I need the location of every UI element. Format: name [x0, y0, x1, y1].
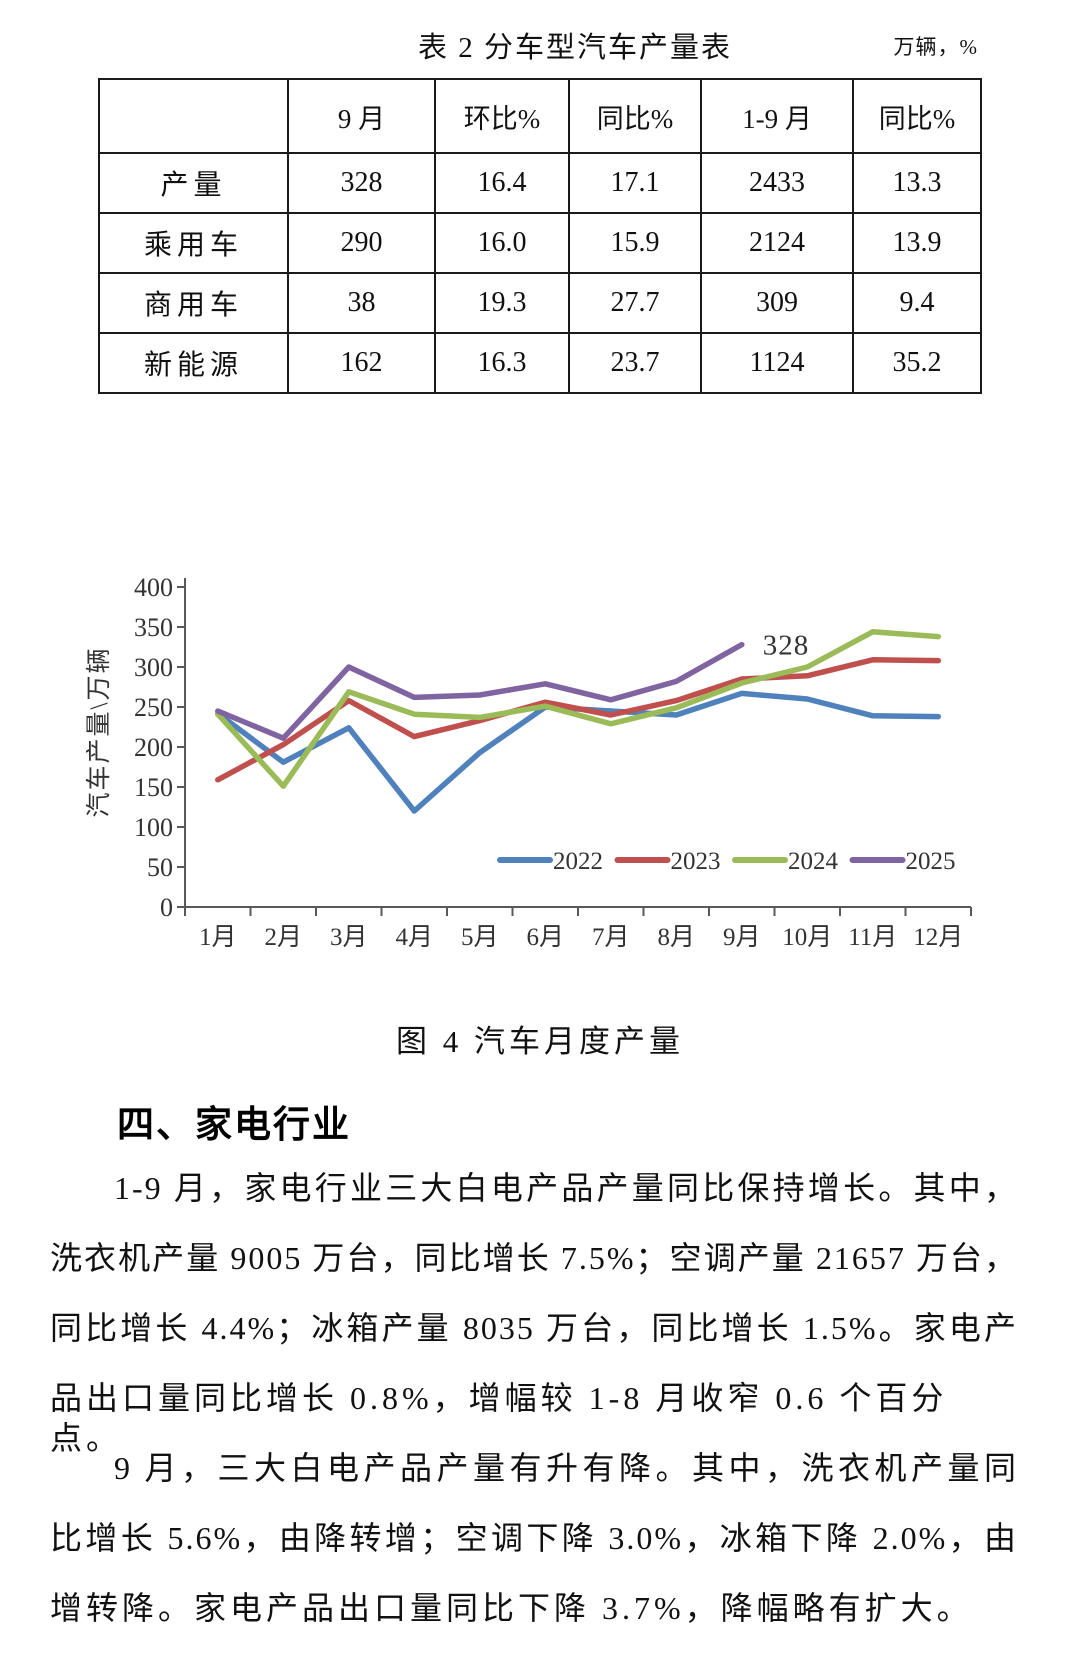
- body-line: 品出口量同比增长 0.8%，增幅较 1-8 月收窄 0.6 个百分点。: [50, 1380, 948, 1456]
- table-row: 产量 328 16.4 17.1 2433 13.3: [98, 152, 982, 214]
- column-header: 1-9 月: [700, 78, 854, 154]
- series-line-2025: [215, 641, 745, 741]
- y-axis-title: 汽车产量\万辆: [85, 647, 113, 818]
- y-tick-label: 150: [134, 773, 173, 802]
- series-line-2023: [215, 657, 942, 783]
- table-cell: 162: [287, 332, 436, 394]
- column-header: 环比%: [434, 78, 570, 154]
- table-cell: 35.2: [852, 332, 982, 394]
- legend-label-2024: 2024: [788, 848, 839, 875]
- table-cell: 19.3: [434, 272, 570, 334]
- y-tick-label: 350: [134, 613, 173, 642]
- table-body: 产量 328 16.4 17.1 2433 13.3 乘用车 290 16.0 15.9 2124 1…: [98, 152, 982, 394]
- table-cell: 16.3: [434, 332, 570, 394]
- table-cell: 1124: [700, 332, 854, 394]
- table-cell: 290: [287, 212, 436, 274]
- body-line: 1-9 月，家电行业三大白电产品产量同比保持增长。其中，: [114, 1170, 1018, 1206]
- body-line: 增转降。家电产品出口量同比下降 3.7%，降幅略有扩大。: [50, 1590, 973, 1626]
- table-row: 新能源 162 16.3 23.7 1124 35.2: [98, 332, 982, 394]
- data-label-annotation: 328: [763, 630, 810, 662]
- row-label: 乘用车: [98, 212, 289, 274]
- table-cell: 309: [700, 272, 854, 334]
- y-tick-label: 50: [147, 853, 173, 882]
- x-tick-label: 5月: [461, 924, 499, 951]
- row-label: 新能源: [98, 332, 289, 394]
- column-header: 同比%: [852, 78, 982, 154]
- series-line-2024: [215, 629, 942, 789]
- table-cell: 38: [287, 272, 436, 334]
- y-tick-label: 200: [134, 733, 173, 762]
- legend-label-2023: 2023: [671, 848, 721, 875]
- x-tick-label: 2月: [264, 924, 302, 951]
- table-cell: 23.7: [568, 332, 702, 394]
- y-tick-label: 400: [134, 573, 173, 602]
- table-header-row: 9 月环比% 同比% 1-9 月同比%: [98, 78, 982, 154]
- body-line: 洗衣机产量 9005 万台，同比增长 7.5%；空调产量 21657 万台，: [50, 1240, 1018, 1276]
- x-tick-label: 8月: [657, 924, 695, 951]
- legend-label-2025: 2025: [906, 848, 956, 875]
- table-title: 表 2 分车型汽车产量表: [417, 32, 732, 64]
- table-cell: 328: [287, 152, 436, 214]
- column-header: 9 月: [287, 78, 436, 154]
- body-line: 比增长 5.6%，由降转增；空调下降 3.0%，冰箱下降 2.0%，由: [50, 1520, 1018, 1556]
- y-tick-label: 300: [134, 653, 173, 682]
- figure-caption: 图 4 汽车月度产量: [396, 1024, 684, 1059]
- table-cell: 9.4: [852, 272, 982, 334]
- row-label: 商用车: [98, 272, 289, 334]
- y-tick-label: 0: [160, 893, 173, 922]
- table-cell: 16.4: [434, 152, 570, 214]
- table-cell: 27.7: [568, 272, 702, 334]
- vehicle-production-table: 9 月环比% 同比% 1-9 月同比% 产量 328 16.4 17.1 2433 13.3 乘…: [98, 78, 982, 394]
- table-cell: 13.9: [852, 212, 982, 274]
- column-header: [98, 78, 289, 154]
- x-tick-label: 4月: [395, 924, 433, 951]
- section-heading: 四、家电行业: [117, 1104, 351, 1145]
- row-label: 产量: [98, 152, 289, 214]
- x-tick-label: 3月: [330, 924, 368, 951]
- table-row: 商用车 38 19.3 27.7 309 9.4: [98, 272, 982, 334]
- y-tick-label: 100: [134, 813, 173, 842]
- table-unit-label: 万辆，%: [893, 35, 978, 59]
- y-tick-label: 250: [134, 693, 173, 722]
- table-header: 9 月环比% 同比% 1-9 月同比%: [98, 78, 982, 154]
- table-cell: 15.9: [568, 212, 702, 274]
- monthly-production-chart: 0 50 100 150 200 250 300 350 400 1月 2月 3月 4月 5月 6月 7月 8月…: [85, 573, 972, 951]
- table-cell: 13.3: [852, 152, 982, 214]
- table-cell: 16.0: [434, 212, 570, 274]
- body-line: 同比增长 4.4%；冰箱产量 8035 万台，同比增长 1.5%。家电产: [50, 1310, 1018, 1346]
- table-row: 乘用车 290 16.0 15.9 2124 13.9: [98, 212, 982, 274]
- table-cell: 2433: [700, 152, 854, 214]
- x-tick-label: 6月: [526, 924, 564, 951]
- column-header: 同比%: [568, 78, 702, 154]
- x-tick-label: 10月: [782, 924, 832, 951]
- table-cell: 17.1: [568, 152, 702, 214]
- x-tick-label: 9月: [723, 924, 761, 951]
- x-tick-label: 7月: [592, 924, 630, 951]
- legend-label-2022: 2022: [553, 848, 603, 875]
- x-tick-label: 11月: [848, 924, 897, 951]
- x-tick-label: 1月: [199, 924, 237, 951]
- x-tick-label: 12月: [913, 924, 963, 951]
- body-line: 9 月，三大白电产品产量有升有降。其中，洗衣机产量同: [114, 1450, 1018, 1486]
- table-cell: 2124: [700, 212, 854, 274]
